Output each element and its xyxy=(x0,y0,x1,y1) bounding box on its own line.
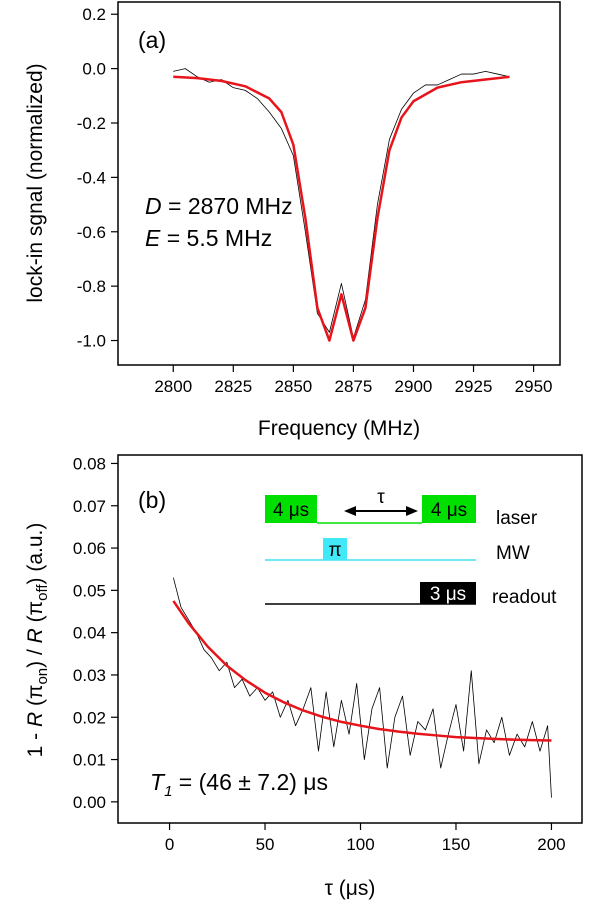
fit-result: T1 = (46 ± 7.2) μs xyxy=(150,769,328,800)
mw-pulse xyxy=(323,538,347,560)
x-tick-label: 0 xyxy=(165,835,174,854)
y-tick-label: 0.00 xyxy=(73,793,106,812)
y-tick-label: 0.05 xyxy=(73,581,106,600)
data-line xyxy=(172,600,552,742)
y-tick-label: 0.03 xyxy=(73,666,106,685)
y-tick-label: 0.07 xyxy=(73,497,106,516)
plot-frame xyxy=(117,454,583,824)
annotation: E = 5.5 MHz xyxy=(145,225,272,251)
y-label-part: ) (a.u.) xyxy=(24,523,47,585)
laser-pulse xyxy=(422,495,476,523)
panel-label: (b) xyxy=(138,487,166,513)
panel-label: (a) xyxy=(138,27,166,53)
annotation-symbol: E xyxy=(145,225,161,251)
data-line xyxy=(172,577,552,798)
y-tick-label: -0.6 xyxy=(77,223,106,242)
x-tick-label: 2950 xyxy=(515,377,553,396)
pulse-inset: 4 μs 4 μs τ laser π MW 3 μs readout xyxy=(265,487,557,608)
x-tick-label: 100 xyxy=(346,835,374,854)
row-label: laser xyxy=(496,508,538,529)
y-label-part: (π xyxy=(24,685,47,712)
y-label-part: off xyxy=(34,584,51,601)
y-label-part: R xyxy=(24,628,47,643)
y-axis-label: 1 - R (πon) / R (πoff) (a.u.) xyxy=(24,523,51,758)
pulse-label: 4 μs xyxy=(431,500,467,521)
y-label-part: on xyxy=(34,668,51,685)
x-tick-label: 2875 xyxy=(334,377,372,396)
data-line xyxy=(173,68,510,339)
x-tick-label: 2800 xyxy=(154,377,192,396)
y-tick-label: -0.8 xyxy=(77,277,106,296)
y-tick-label: 0.06 xyxy=(73,539,106,558)
y-label-part: ) / xyxy=(24,643,47,668)
x-axis-label: Frequency (MHz) xyxy=(258,417,420,440)
y-axis-label: lock-in sgnal (normalized) xyxy=(24,63,47,302)
pulse-label: 3 μs xyxy=(430,584,466,605)
y-label-part: (π xyxy=(24,601,47,628)
pulse-label: 4 μs xyxy=(273,500,309,521)
fit-symbol: T xyxy=(150,769,166,795)
plot-frame xyxy=(117,1,561,366)
annotation: D = 2870 MHz xyxy=(145,193,293,219)
y-tick-label: 0.0 xyxy=(82,60,106,79)
y-tick-label: 0.02 xyxy=(73,708,106,727)
x-axis-label: τ (μs) xyxy=(325,877,376,900)
x-tick-label: 50 xyxy=(256,835,275,854)
y-tick-label: -0.4 xyxy=(77,168,106,187)
y-label-part: R xyxy=(24,712,47,727)
laser-pulse xyxy=(265,495,317,523)
annotation-symbol: D xyxy=(145,193,162,219)
row-label: readout xyxy=(492,587,557,608)
y-tick-label: 0.2 xyxy=(82,5,106,24)
y-tick-label: 0.01 xyxy=(73,751,106,770)
row-label: MW xyxy=(496,543,530,564)
x-tick-label: 2900 xyxy=(395,377,433,396)
y-tick-label: 0.04 xyxy=(73,624,106,643)
y-tick-label: -1.0 xyxy=(77,332,106,351)
data-line xyxy=(173,75,510,342)
fit-subscript: 1 xyxy=(164,783,172,800)
annotation-text: = 5.5 MHz xyxy=(160,225,272,251)
delay-label: τ xyxy=(377,487,385,508)
pulse-label: π xyxy=(328,540,341,561)
x-tick-label: 2825 xyxy=(214,377,252,396)
x-tick-label: 200 xyxy=(537,835,565,854)
readout-pulse xyxy=(420,582,476,604)
fit-text: = (46 ± 7.2) μs xyxy=(172,769,328,795)
x-tick-label: 2850 xyxy=(274,377,312,396)
x-tick-label: 150 xyxy=(442,835,470,854)
x-tick-label: 2925 xyxy=(455,377,493,396)
y-tick-label: 0.08 xyxy=(73,454,106,473)
y-tick-label: -0.2 xyxy=(77,114,106,133)
annotation-text: = 2870 MHz xyxy=(162,193,293,219)
y-label-part: 1 - xyxy=(24,727,47,757)
